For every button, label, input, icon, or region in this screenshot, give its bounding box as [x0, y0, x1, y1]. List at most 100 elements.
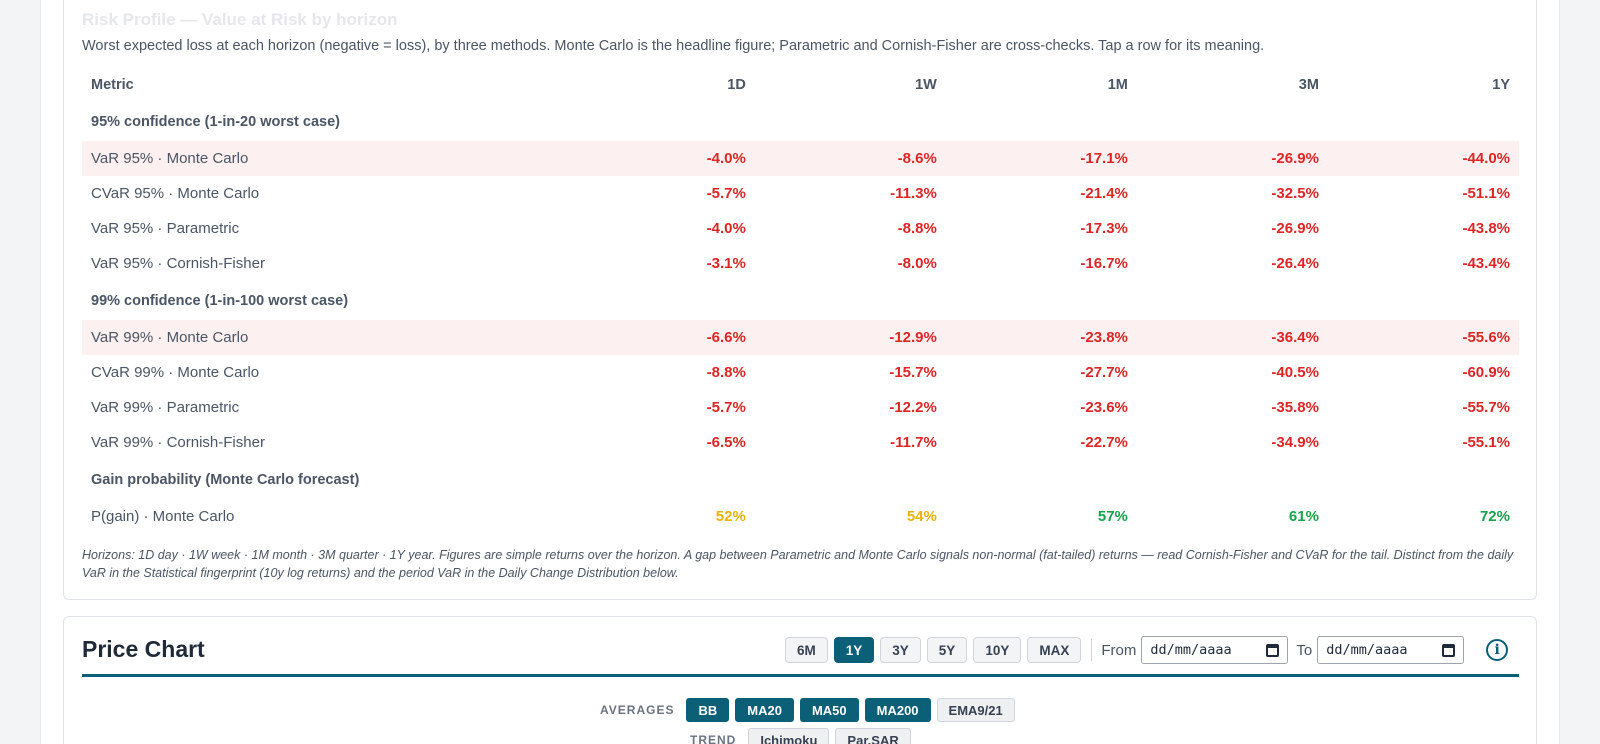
group-header-row: Gain probability (Monte Carlo forecast) [82, 460, 1519, 499]
range-button-3y[interactable]: 3Y [880, 637, 921, 663]
row-metric-name: CVaR 95% · Monte Carlo [91, 185, 260, 202]
trend-toggle-ichimoku[interactable]: Ichimoku [748, 728, 830, 744]
trend-toggle-row: TREND Ichimoku Par.SAR [690, 728, 917, 744]
to-label: To [1296, 641, 1313, 659]
row-value-1m: -27.7% [1080, 364, 1128, 381]
row-value-1w: -12.9% [754, 320, 946, 355]
table-row[interactable]: VaR 99% · Cornish-Fisher -6.5% -11.7% -22.7… [82, 425, 1519, 460]
controls-divider [1091, 639, 1093, 661]
range-button-max[interactable]: MAX [1027, 637, 1082, 663]
row-metric-name: VaR 95% · Monte Carlo [82, 141, 592, 176]
row-value-3m: 61% [1288, 508, 1319, 525]
var-table: Metric 1D 1W 1M 3M 1Y 95% confidence (1-… [82, 68, 1519, 534]
averages-chips: BB MA20 MA50 MA200 EMA9/21 [686, 698, 1020, 722]
row-value-1w: -15.7% [889, 364, 937, 381]
table-row[interactable]: VaR 99% · Monte Carlo -6.6% -12.9% -23.8% -3… [82, 320, 1519, 355]
calendar-icon[interactable] [1442, 643, 1456, 657]
table-row[interactable]: VaR 99% · Parametric -5.7% -12.2% -23.6% -35… [82, 390, 1519, 425]
table-row[interactable]: VaR 95% · Cornish-Fisher -3.1% -8.0% -16.7%… [82, 246, 1519, 281]
row-value-1y: -44.0% [1327, 141, 1519, 176]
row-value-1w: -12.2% [889, 399, 937, 416]
row-value-1y: 72% [1479, 508, 1510, 525]
row-value-1d: -4.0% [706, 220, 746, 237]
row-value-3m: -26.9% [1271, 220, 1319, 237]
row-value-1d: -8.8% [706, 364, 746, 381]
group-header-row: 95% confidence (1-in-20 worst case) [82, 102, 1519, 141]
price-chart-title: Price Chart [82, 636, 205, 662]
row-value-1m: -23.8% [945, 320, 1137, 355]
row-value-1d: -5.7% [706, 185, 746, 202]
averages-toggle-ma20[interactable]: MA20 [735, 698, 794, 722]
var-table-header: Metric 1D 1W 1M 3M 1Y [82, 68, 1519, 102]
averages-toggle-ma200[interactable]: MA200 [864, 698, 931, 722]
group-header: 99% confidence (1-in-100 worst case) [91, 292, 349, 309]
row-value-1y: -55.6% [1327, 320, 1519, 355]
row-value-1m: -22.7% [1080, 434, 1128, 451]
row-metric-name: CVaR 99% · Monte Carlo [91, 364, 260, 381]
price-chart-header-rule [82, 674, 1519, 677]
group-header: 95% confidence (1-in-20 worst case) [91, 113, 340, 130]
row-value-1y: -60.9% [1462, 364, 1510, 381]
from-label: From [1101, 641, 1137, 659]
table-row[interactable]: CVaR 95% · Monte Carlo -5.7% -11.3% -21.4% -… [82, 176, 1519, 211]
row-value-3m: -36.4% [1136, 320, 1328, 355]
averages-toggle-ema9-21[interactable]: EMA9/21 [936, 698, 1015, 722]
averages-toggle-row: AVERAGES BB MA20 MA50 MA200 EMA9/21 [600, 698, 1021, 722]
to-date-value: dd/mm/aaaa [1326, 642, 1408, 658]
trend-label: TREND [690, 733, 737, 744]
row-value-1d: -5.7% [706, 399, 746, 416]
row-value-1w: -8.8% [897, 220, 937, 237]
row-value-1d: -4.0% [592, 141, 755, 176]
row-value-1y: -55.1% [1462, 434, 1510, 451]
row-value-1m: -16.7% [1080, 255, 1128, 272]
info-icon[interactable]: i [1486, 639, 1509, 661]
group-header: Gain probability (Monte Carlo forecast) [91, 471, 360, 488]
averages-toggle-bb[interactable]: BB [686, 698, 730, 722]
row-value-1d: -6.5% [706, 434, 746, 451]
row-value-1w: -8.0% [897, 255, 937, 272]
row-value-1d: -3.1% [706, 255, 746, 272]
to-date-input[interactable]: dd/mm/aaaa [1317, 636, 1465, 664]
risk-footnote: Horizons: 1D day · 1W week · 1M month · … [82, 548, 1514, 580]
calendar-icon[interactable] [1266, 643, 1280, 657]
range-button-6m[interactable]: 6M [785, 637, 828, 663]
row-value-1m: -23.6% [1080, 399, 1128, 416]
row-value-3m: -26.4% [1271, 255, 1319, 272]
risk-profile-subtitle: Worst expected loss at each horizon (neg… [82, 38, 1265, 54]
from-date-input[interactable]: dd/mm/aaaa [1141, 636, 1289, 664]
range-button-10y[interactable]: 10Y [973, 637, 1022, 663]
row-value-1y: -43.4% [1462, 255, 1510, 272]
column-header-1w: 1W [915, 77, 937, 93]
row-value-1m: -17.3% [1080, 220, 1128, 237]
group-header-row: 99% confidence (1-in-100 worst case) [82, 281, 1519, 320]
range-button-1y[interactable]: 1Y [833, 637, 875, 663]
row-value-1m: -17.1% [945, 141, 1137, 176]
row-metric-name: VaR 99% · Parametric [91, 399, 240, 416]
row-value-1d: -6.6% [592, 320, 755, 355]
row-value-1w: -11.3% [890, 185, 937, 202]
row-value-1m: 57% [1097, 508, 1128, 525]
row-value-1y: -51.1% [1462, 185, 1510, 202]
range-button-5y[interactable]: 5Y [926, 637, 968, 663]
table-row[interactable]: CVaR 99% · Monte Carlo -8.8% -15.7% -27.7% -… [82, 355, 1519, 390]
row-metric-name: VaR 99% · Monte Carlo [82, 320, 592, 355]
trend-chips: Ichimoku Par.SAR [748, 728, 916, 744]
column-header-1d: 1D [727, 77, 746, 93]
row-metric-name: P(gain) · Monte Carlo [91, 508, 235, 525]
row-metric-name: VaR 95% · Parametric [91, 220, 240, 237]
averages-toggle-ma50[interactable]: MA50 [799, 698, 859, 722]
row-metric-name: VaR 99% · Cornish-Fisher [91, 434, 265, 451]
risk-profile-card [63, 0, 1537, 600]
table-row[interactable]: VaR 95% · Parametric -4.0% -8.8% -17.3% -26.… [82, 211, 1519, 246]
row-value-3m: -40.5% [1271, 364, 1319, 381]
row-metric-name: VaR 95% · Cornish-Fisher [91, 255, 265, 272]
trend-toggle-par-sar[interactable]: Par.SAR [835, 728, 911, 744]
column-header-1m: 1M [1107, 77, 1128, 93]
row-value-1m: -21.4% [1080, 185, 1128, 202]
table-row[interactable]: VaR 95% · Monte Carlo -4.0% -8.6% -17.1% -26… [82, 141, 1519, 176]
from-date-value: dd/mm/aaaa [1150, 642, 1232, 658]
row-value-3m: -32.5% [1271, 185, 1319, 202]
row-value-1w: 54% [906, 508, 937, 525]
risk-profile-title: Risk Profile — Value at Risk by horizon [82, 10, 398, 29]
table-row[interactable]: P(gain) · Monte Carlo 52% 54% 57% 61% 72% [82, 499, 1519, 534]
